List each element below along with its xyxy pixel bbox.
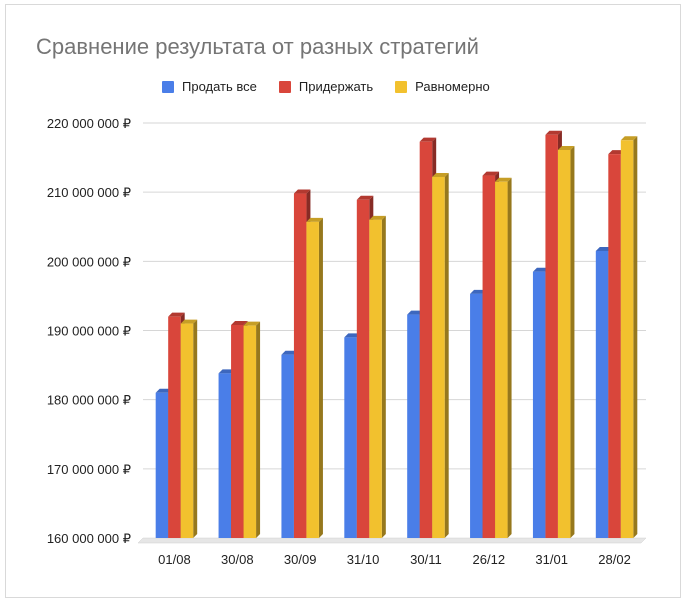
legend-label: Равномерно [415, 79, 490, 94]
y-tick-label: 220 000 000 ₽ [47, 116, 131, 131]
bar [595, 250, 609, 539]
x-tick-label: 31/10 [347, 552, 380, 567]
bar-top [155, 388, 173, 393]
chart-legend: Продать все Придержать Равномерно [162, 79, 512, 94]
bar [470, 293, 483, 538]
bar-side [633, 136, 638, 538]
bar-top [432, 172, 449, 177]
bar [344, 337, 357, 538]
bar [545, 134, 558, 538]
x-tick-label: 30/09 [284, 552, 317, 567]
x-tick-label: 28/02 [598, 552, 631, 567]
bar [218, 373, 232, 538]
bar-side [507, 177, 512, 538]
bar [155, 392, 169, 538]
bar [281, 354, 294, 538]
legend-item: Придержать [278, 79, 374, 94]
bar-top [557, 145, 575, 150]
legend-label: Продать все [182, 79, 257, 94]
bar-top [608, 150, 625, 155]
bar-top [545, 130, 562, 135]
bar-side [193, 319, 198, 538]
bar [432, 176, 445, 538]
bar [231, 324, 244, 538]
legend-swatch [162, 80, 174, 93]
bar-top [482, 171, 500, 176]
bar-side [570, 145, 575, 538]
bar-top [495, 177, 512, 182]
bar [532, 271, 546, 538]
bar-top [407, 310, 424, 315]
bar [495, 181, 508, 538]
y-tick-label: 180 000 000 ₽ [47, 393, 131, 408]
bar [557, 149, 571, 538]
bar [407, 314, 420, 538]
bar-top [231, 320, 248, 325]
bar-top [243, 321, 261, 326]
y-tick-label: 170 000 000 ₽ [47, 462, 131, 477]
legend-swatch [395, 80, 408, 93]
bar [306, 221, 319, 539]
bar-top [369, 215, 386, 220]
bar-top [168, 312, 185, 317]
bar-top [281, 350, 298, 355]
x-tick-label: 26/12 [473, 552, 506, 567]
bar [482, 175, 496, 539]
y-tick-label: 210 000 000 ₽ [47, 185, 131, 200]
bar-top [419, 137, 437, 142]
bar [293, 193, 307, 539]
x-tick-label: 31/01 [535, 552, 568, 567]
bar [168, 316, 181, 538]
y-tick-label: 190 000 000 ₽ [47, 324, 131, 339]
bar-top [344, 333, 361, 338]
y-tick-label: 160 000 000 ₽ [47, 531, 131, 546]
bar-top [293, 189, 311, 194]
bar-top [180, 319, 198, 324]
bar [356, 199, 370, 538]
legend-item: Продать все [162, 79, 257, 94]
bar-top [532, 267, 550, 272]
bar [608, 154, 621, 538]
bar-top [356, 195, 374, 200]
x-tick-label: 01/08 [158, 552, 191, 567]
x-tick-label: 30/11 [410, 552, 442, 567]
bar [243, 325, 257, 538]
bar [419, 141, 433, 539]
bar [180, 323, 194, 538]
bar [620, 140, 634, 538]
bar-side [381, 215, 386, 539]
x-tick-label: 30/08 [221, 552, 254, 567]
bar-top [470, 289, 487, 294]
chart-title: Сравнение результата от разных стратегий [36, 34, 479, 59]
y-tick-label: 200 000 000 ₽ [47, 254, 131, 269]
bar-top [306, 217, 323, 222]
legend-label: Придержать [298, 79, 374, 94]
bar [369, 219, 382, 539]
bar-top [218, 369, 236, 374]
legend-swatch [278, 80, 291, 93]
chart-floor [137, 537, 647, 544]
bar-side [318, 217, 323, 539]
bar-top [620, 136, 638, 141]
bar-side [444, 172, 449, 538]
legend-item: Равномерно [395, 79, 490, 94]
bar-top [595, 246, 613, 251]
bar-side [256, 321, 261, 538]
